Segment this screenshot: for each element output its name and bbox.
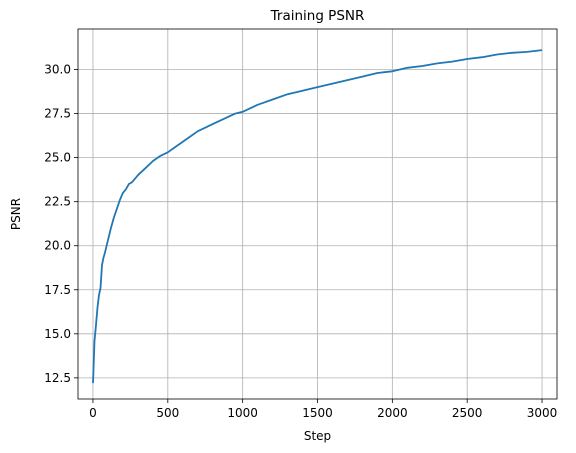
x-axis-label: Step	[304, 429, 331, 443]
y-tick-label: 15.0	[44, 327, 71, 341]
y-axis: 12.5 15.0 17.5 20.0 22.5 25.0 27.5 30.0	[44, 63, 78, 385]
series-group	[92, 49, 543, 384]
x-tick-label: 500	[156, 406, 179, 420]
x-tick-label: 1000	[227, 406, 258, 420]
y-tick-label: 27.5	[44, 107, 71, 121]
y-tick-label: 25.0	[44, 151, 71, 165]
x-tick-label: 2500	[452, 406, 483, 420]
y-tick-label: 30.0	[44, 63, 71, 77]
x-tick-label: 0	[89, 406, 97, 420]
series-line	[92, 49, 543, 384]
y-tick-label: 17.5	[44, 283, 71, 297]
x-tick-label: 3000	[527, 406, 558, 420]
grid-lines	[78, 29, 557, 399]
x-tick-label: 1500	[302, 406, 333, 420]
y-tick-label: 20.0	[44, 239, 71, 253]
y-tick-label: 12.5	[44, 371, 71, 385]
x-tick-label: 2000	[377, 406, 408, 420]
x-axis: 0 500 1000 1500 2000 2500 3000	[89, 399, 557, 420]
chart-title: Training PSNR	[270, 8, 365, 24]
y-tick-label: 22.5	[44, 195, 71, 209]
y-axis-label: PSNR	[9, 198, 23, 230]
